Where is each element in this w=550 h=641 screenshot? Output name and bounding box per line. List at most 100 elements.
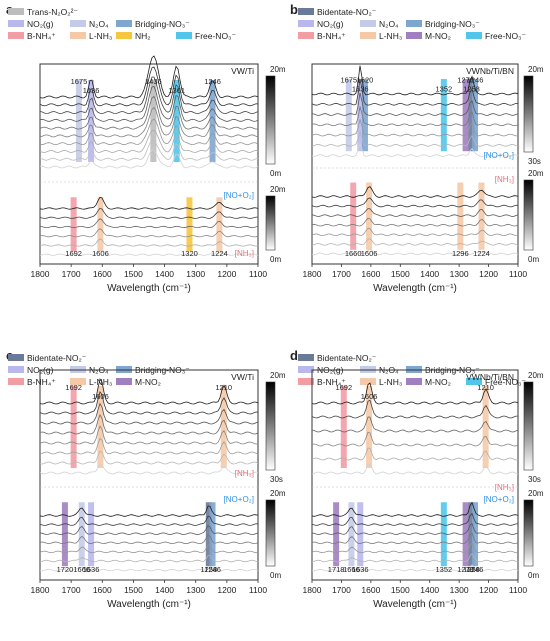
time-label-end: 0m <box>270 255 281 264</box>
legend-label: M-NO₂ <box>135 377 161 387</box>
legend-label: L-NH₃ <box>379 31 402 41</box>
x-tick-label: 1700 <box>332 269 351 279</box>
lower-band <box>205 502 212 567</box>
lower-spectrum <box>311 512 518 526</box>
legend-swatch <box>8 8 24 15</box>
upper-band <box>220 386 227 468</box>
peak-label: 1258 <box>200 565 217 574</box>
upper-spectrum <box>311 78 519 106</box>
time-colorbar <box>523 381 534 471</box>
upper-spectrum <box>39 95 259 130</box>
x-tick-label: 1500 <box>391 269 410 279</box>
lower-spectrum <box>39 555 259 563</box>
peak-label: 1436 <box>145 77 162 86</box>
legend-swatch <box>406 20 422 27</box>
legend-label: B-NH₄⁺ <box>317 31 346 41</box>
peak-label: 1210 <box>477 383 494 392</box>
peak-label: 1636 <box>352 565 369 574</box>
lower-band <box>478 182 485 250</box>
x-tick-label: 1800 <box>303 269 322 279</box>
peak-label: 1224 <box>473 249 490 258</box>
chart-title: VWNb/Ti/BN <box>466 66 514 76</box>
upper-spectrum <box>39 463 259 475</box>
legend-label: N₂O₄ <box>89 19 109 29</box>
lower-spectrum <box>311 522 519 535</box>
lower-spectrum <box>311 217 519 227</box>
upper-spectrum <box>311 65 519 96</box>
x-tick-label: 1400 <box>155 585 174 595</box>
legend-swatch <box>70 32 86 39</box>
x-tick-label: 1800 <box>303 585 322 595</box>
lower-spectrum <box>311 501 519 517</box>
time-label-start: 20m <box>528 169 544 178</box>
peak-label: 1258 <box>463 565 480 574</box>
lower-spectrum <box>39 534 259 545</box>
x-tick-label: 1100 <box>509 269 528 279</box>
lower-band <box>61 502 68 567</box>
lower-spectrum <box>311 186 519 198</box>
legend-label: Bridging-NO₃⁻ <box>135 19 190 29</box>
legend-label: Bridging-NO₃⁻ <box>425 19 480 29</box>
x-tick-label: 1400 <box>155 269 174 279</box>
peak-label: 1361 <box>168 86 185 95</box>
legend-swatch <box>298 32 314 39</box>
condition-label: [NO+O₂] <box>224 495 254 504</box>
peak-label: 1636 <box>83 86 100 95</box>
upper-band <box>357 79 364 152</box>
condition-label: [NO+O₂] <box>484 495 514 504</box>
time-label-start: 20m <box>270 489 286 498</box>
upper-spectrum <box>39 86 259 122</box>
upper-spectrum <box>311 92 519 116</box>
peak-label: 1606 <box>361 249 378 258</box>
peak-label: 1636 <box>83 565 100 574</box>
peak-label: 1246 <box>204 565 221 574</box>
lower-band <box>216 197 223 252</box>
upper-band <box>340 386 347 468</box>
legend-swatch <box>8 366 24 373</box>
time-label-start: 20m <box>528 489 544 498</box>
legend-swatch <box>8 20 24 27</box>
time-colorbar <box>523 499 534 567</box>
legend-label: Bidentate-NO₂⁻ <box>317 7 377 17</box>
time-colorbar <box>265 195 276 251</box>
x-tick-label: 1700 <box>62 269 81 279</box>
condition-label: [NH₃] <box>235 469 254 478</box>
legend-swatch <box>298 354 314 361</box>
lower-spectrum <box>39 196 259 210</box>
legend-label: Free-NO₃⁻ <box>485 377 527 387</box>
lower-band <box>186 197 193 252</box>
lower-band <box>209 502 216 567</box>
peak-label: 1246 <box>467 565 484 574</box>
panel-letter: b <box>290 2 298 17</box>
upper-band <box>173 80 180 162</box>
upper-spectrum <box>39 55 259 99</box>
peak-label: 1692 <box>65 383 82 392</box>
panel-c: cBidentate-NO₂⁻NO₂(g)N₂O₄Bridging-NO₃⁻B-… <box>6 348 286 610</box>
upper-spectrum <box>39 390 259 415</box>
upper-spectrum <box>39 402 259 425</box>
upper-spectrum <box>311 130 519 147</box>
x-tick-label: 1700 <box>62 585 81 595</box>
x-axis-label: Wavelength (cm⁻¹) <box>107 283 191 294</box>
lower-spectrum <box>39 505 259 517</box>
peak-label: 1278 <box>457 565 474 574</box>
legend-label: L-NH₃ <box>89 31 112 41</box>
time-label-start: 20m <box>528 65 544 74</box>
legend-swatch <box>360 378 376 385</box>
legend-label: Free-NO₃⁻ <box>485 31 527 41</box>
time-label-end: 30s <box>270 475 283 484</box>
upper-spectrum <box>311 399 518 419</box>
upper-band <box>70 386 77 468</box>
legend-swatch <box>298 20 314 27</box>
upper-band <box>88 80 95 162</box>
upper-band <box>345 79 352 152</box>
x-tick-label: 1800 <box>31 585 50 595</box>
legend-swatch <box>298 378 314 385</box>
lower-spectrum <box>39 565 259 572</box>
x-tick-label: 1800 <box>31 269 50 279</box>
legend-swatch <box>466 32 482 39</box>
time-label-end: 30s <box>528 157 541 166</box>
x-tick-label: 1100 <box>509 585 528 595</box>
peak-label: 1246 <box>467 76 484 85</box>
lower-spectrum <box>311 542 519 554</box>
